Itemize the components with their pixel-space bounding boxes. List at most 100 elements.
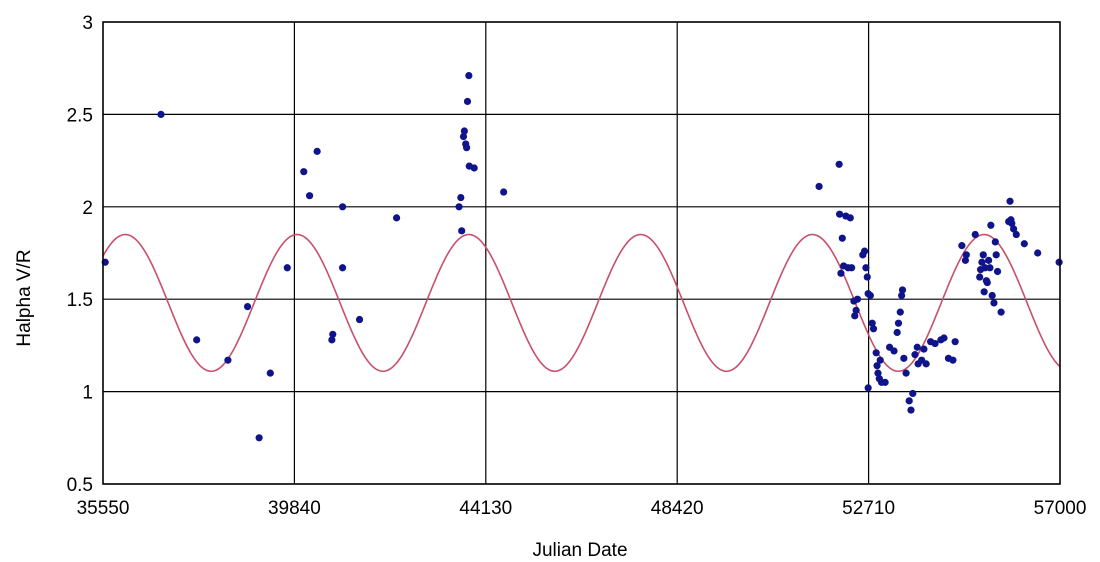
x-tick-label: 39840 (268, 498, 321, 519)
data-point (988, 291, 996, 300)
data-point (457, 193, 465, 202)
data-point (355, 315, 364, 324)
x-tick-labels: 35550 39840 44130 48420 52710 57000 (77, 498, 1087, 519)
data-point (992, 251, 1000, 259)
data-point (1055, 258, 1063, 266)
x-tick-label: 57000 (1034, 498, 1087, 519)
data-point (835, 160, 843, 168)
data-point (890, 347, 898, 355)
data-point (911, 351, 919, 359)
data-point (465, 71, 473, 80)
data-point (868, 319, 876, 327)
data-point (976, 273, 984, 281)
grid (102, 21, 1061, 485)
data-point (463, 144, 471, 152)
data-point (864, 384, 872, 392)
data-point (459, 132, 468, 141)
data-point (458, 227, 466, 235)
data-point (980, 288, 988, 296)
data-point (866, 291, 874, 300)
data-point (815, 182, 823, 191)
data-point (909, 389, 917, 398)
x-tick-label: 35550 (77, 498, 130, 519)
data-point (283, 264, 291, 272)
data-point (993, 267, 1002, 276)
data-point (872, 349, 880, 357)
data-point (949, 356, 957, 364)
y-axis-label: Halpha V/R (14, 249, 35, 346)
x-axis-label: Julian Date (532, 540, 627, 561)
data-point (863, 273, 871, 281)
data-point (157, 110, 165, 118)
data-point (893, 328, 901, 337)
data-point (920, 345, 928, 353)
data-point (896, 308, 904, 316)
y-tick-label: 2.5 (67, 105, 93, 126)
data-point (329, 330, 337, 338)
data-point (305, 192, 314, 200)
data-point (846, 214, 854, 222)
data-point (869, 325, 878, 333)
data-point (1012, 230, 1020, 239)
data-point (243, 302, 252, 311)
data-point (266, 369, 274, 377)
x-tick-label: 44130 (459, 498, 512, 519)
data-point (900, 354, 908, 362)
data-point (852, 306, 860, 314)
data-point (907, 406, 915, 414)
data-point (392, 214, 401, 222)
data-point (985, 256, 993, 264)
points-layer (101, 71, 1063, 442)
data-point (313, 147, 321, 155)
data-point (1010, 225, 1018, 233)
x-tick-label: 52710 (842, 498, 895, 519)
data-point (848, 264, 856, 272)
data-point (255, 434, 263, 442)
plot-border (102, 21, 1061, 485)
data-point (873, 362, 881, 370)
data-point (991, 238, 999, 246)
data-point (460, 127, 468, 135)
data-point (193, 336, 201, 344)
data-point (1034, 249, 1042, 257)
data-point (987, 221, 995, 229)
data-point (971, 230, 979, 239)
data-point (328, 336, 336, 344)
data-point (1006, 197, 1014, 205)
data-point (905, 397, 913, 405)
data-point (951, 338, 959, 346)
data-point (979, 251, 987, 259)
data-point (922, 360, 930, 368)
y-tick-label: 1 (82, 383, 93, 404)
data-point (978, 258, 986, 266)
data-point (913, 343, 921, 351)
data-point (958, 242, 966, 250)
data-point (881, 378, 889, 386)
data-point (874, 369, 882, 377)
data-point (894, 319, 903, 327)
y-tick-label: 2 (82, 198, 93, 219)
y-tick-label: 0.5 (67, 475, 93, 496)
y-tick-labels: 0.5 1 1.5 2 2.5 3 (67, 13, 93, 496)
data-point (986, 264, 994, 272)
data-point (962, 251, 970, 259)
data-point (898, 291, 906, 300)
data-point (990, 299, 998, 307)
data-point (300, 168, 308, 176)
data-point (961, 256, 970, 264)
curve-layer (102, 233, 1061, 373)
data-point (338, 203, 347, 211)
data-point (997, 308, 1005, 316)
data-point (940, 334, 948, 342)
y-tick-label: 3 (82, 13, 93, 34)
plot-frame (102, 21, 1061, 485)
data-point (931, 339, 939, 348)
data-point (862, 264, 870, 272)
data-point (876, 356, 884, 364)
data-point (902, 369, 910, 377)
data-point (224, 356, 232, 364)
data-point (983, 278, 991, 287)
x-tick-label: 48420 (651, 498, 704, 519)
data-point (838, 234, 846, 242)
